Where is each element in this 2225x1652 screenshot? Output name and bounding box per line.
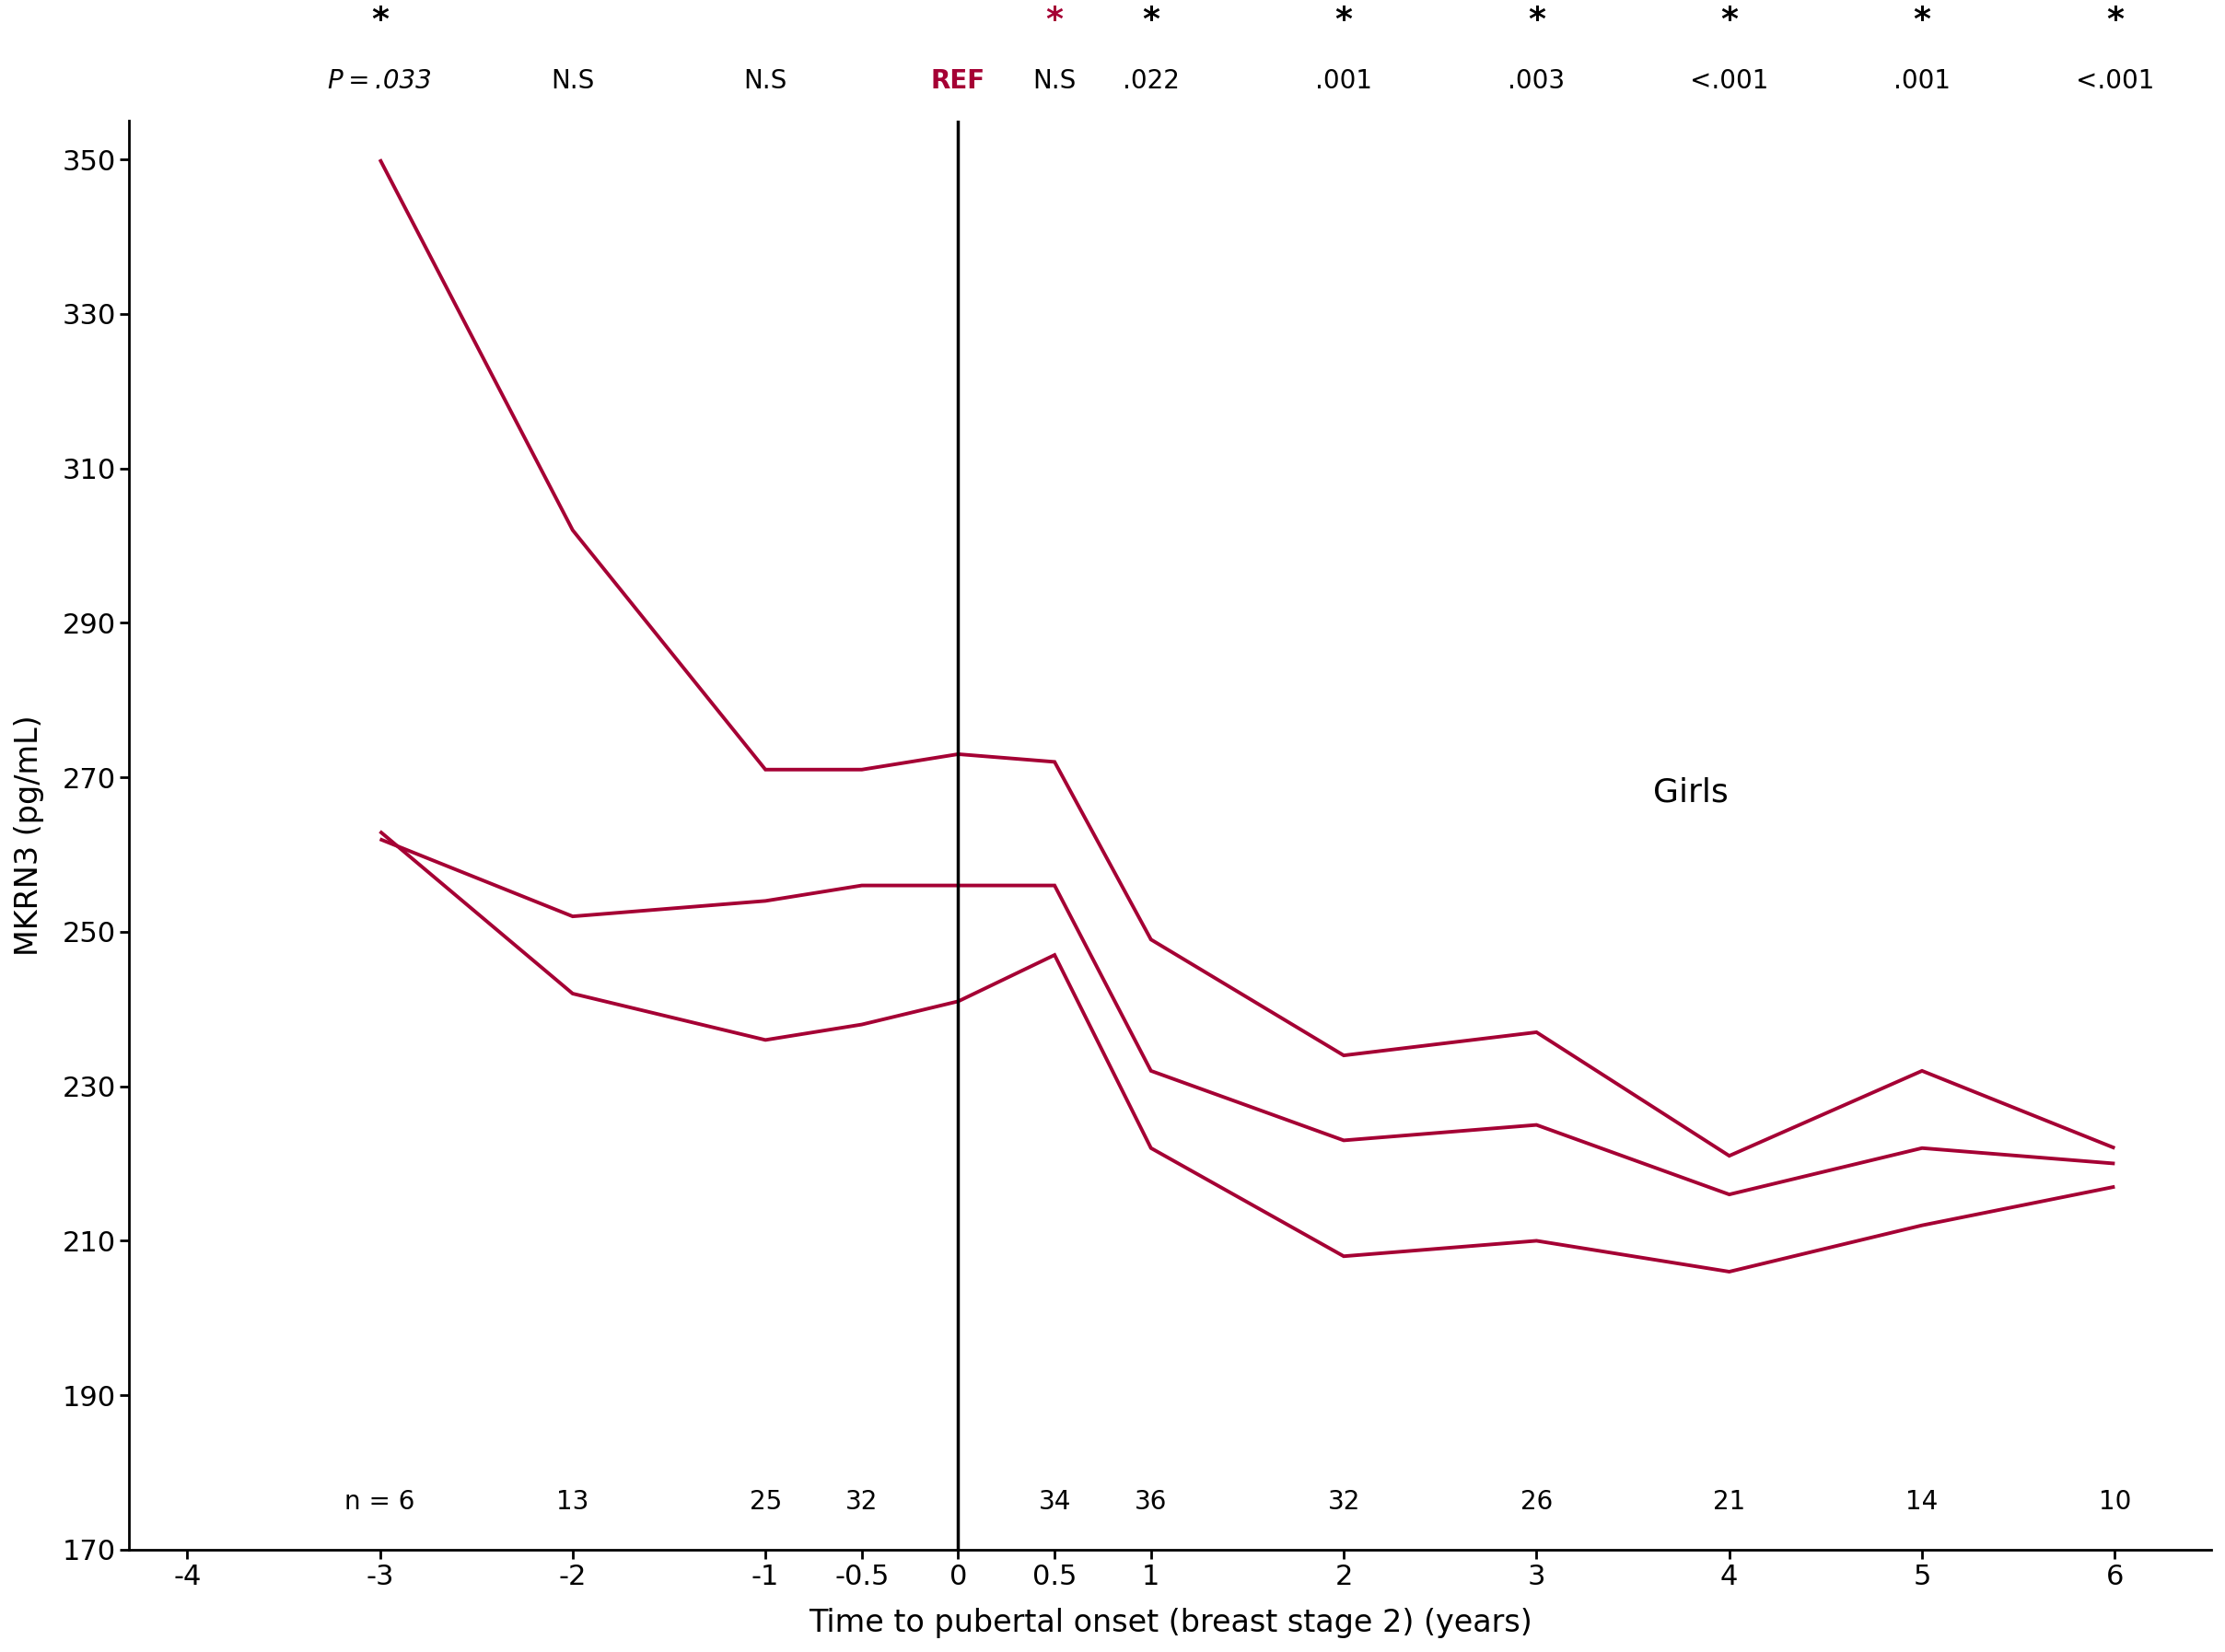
- X-axis label: Time to pubertal onset (breast stage 2) (years): Time to pubertal onset (breast stage 2) …: [808, 1607, 1533, 1639]
- Text: 14: 14: [1907, 1488, 1938, 1515]
- Text: *: *: [1335, 5, 1353, 36]
- Text: .022: .022: [1121, 68, 1179, 94]
- Text: *: *: [2107, 5, 2123, 36]
- Text: 25: 25: [750, 1488, 781, 1515]
- Text: *: *: [1913, 5, 1931, 36]
- Text: 32: 32: [846, 1488, 879, 1515]
- Text: *: *: [372, 5, 389, 36]
- Text: *: *: [1720, 5, 1738, 36]
- Text: 34: 34: [1039, 1488, 1070, 1515]
- Text: <.001: <.001: [1691, 68, 1769, 94]
- Text: N.S: N.S: [1032, 68, 1077, 94]
- Text: 32: 32: [1328, 1488, 1359, 1515]
- Text: 10: 10: [2098, 1488, 2132, 1515]
- Text: <.001: <.001: [2076, 68, 2154, 94]
- Text: .001: .001: [1893, 68, 1951, 94]
- Text: Girls: Girls: [1653, 776, 1729, 808]
- Text: *: *: [1141, 5, 1159, 36]
- Text: 36: 36: [1135, 1488, 1168, 1515]
- Text: P = .033: P = .033: [327, 68, 432, 94]
- Y-axis label: MKRN3 (pg/mL): MKRN3 (pg/mL): [13, 715, 44, 957]
- Text: REF: REF: [930, 68, 986, 94]
- Text: *: *: [1529, 5, 1544, 36]
- Text: .003: .003: [1509, 68, 1564, 94]
- Text: 13: 13: [556, 1488, 590, 1515]
- Text: 21: 21: [1713, 1488, 1744, 1515]
- Text: N.S: N.S: [552, 68, 594, 94]
- Text: 26: 26: [1520, 1488, 1553, 1515]
- Text: .001: .001: [1315, 68, 1373, 94]
- Text: N.S: N.S: [743, 68, 788, 94]
- Text: *: *: [1046, 5, 1064, 36]
- Text: n = 6: n = 6: [345, 1488, 416, 1515]
